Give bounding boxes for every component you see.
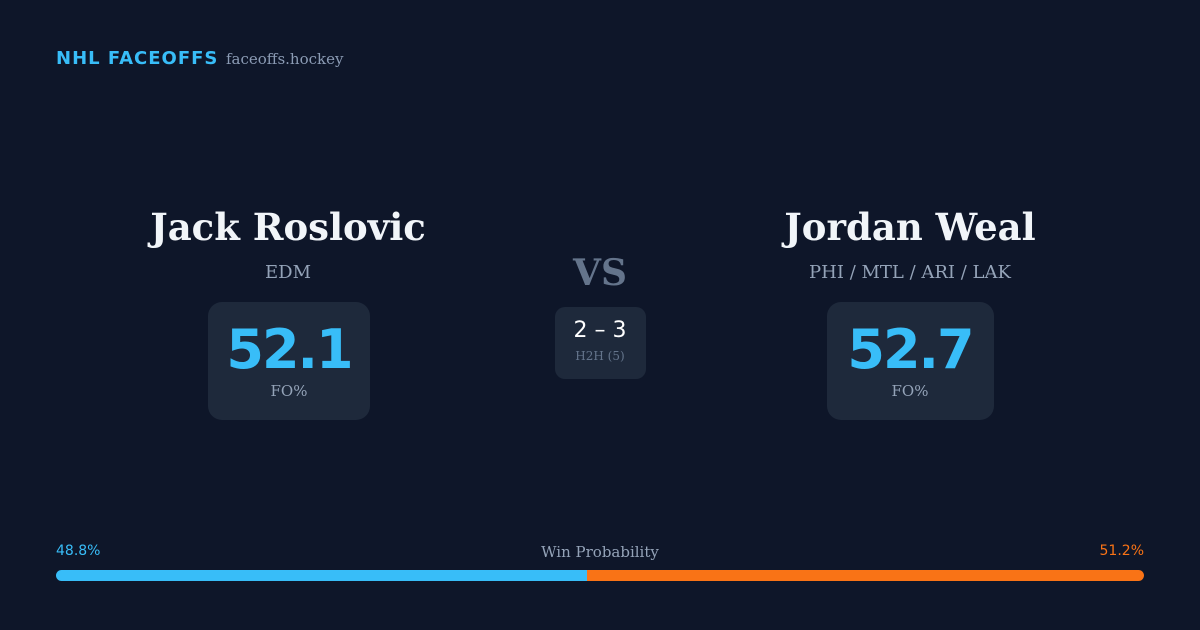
h2h-box [555, 307, 646, 379]
left-probability: 48.8% [56, 543, 101, 559]
player-teams: EDM [264, 262, 312, 283]
site-url: faceoffs.hockey [226, 50, 344, 68]
left-probability-segment [56, 570, 587, 581]
probability-title: Win Probability [541, 543, 659, 561]
versus: VS [573, 252, 627, 294]
probability-bar [56, 570, 1144, 581]
brand: NHL FACEOFFS [56, 48, 219, 69]
stat-box [208, 302, 370, 420]
player-name: Jordan Weal [784, 205, 1036, 249]
h2h-label: H2H (5) [575, 349, 625, 363]
right-probability-segment [586, 570, 1144, 581]
stat-value: 52.1 [226, 318, 353, 381]
player-name: Jack Roslovic [150, 205, 426, 249]
stat-box [827, 302, 994, 420]
right-probability: 51.2% [1099, 543, 1144, 559]
h2h-record: 2 – 3 [573, 318, 627, 343]
stat-value: 52.7 [847, 318, 974, 381]
player-teams: PHI / MTL / ARI / LAK [809, 262, 1011, 283]
stat-label: FO% [270, 382, 308, 400]
stat-label: FO% [891, 382, 929, 400]
